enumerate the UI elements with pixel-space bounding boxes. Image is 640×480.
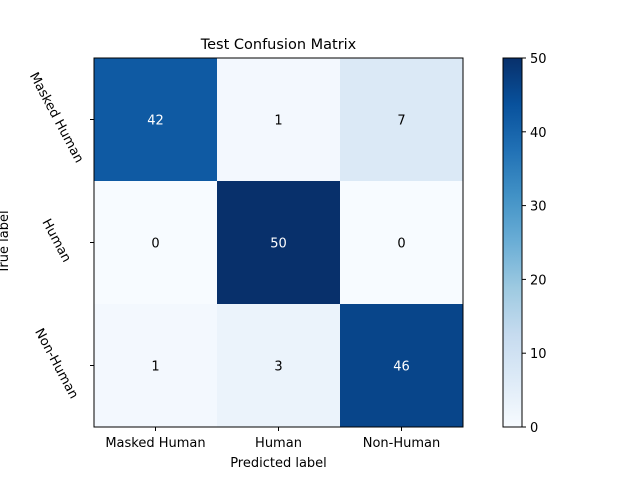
- y-tick-label: Masked Human: [26, 70, 86, 166]
- colorbar-tick-label: 50: [530, 52, 547, 67]
- colorbar-gradient: [502, 57, 523, 428]
- cell-value-label: 46: [393, 360, 410, 375]
- matrix-cell: [217, 181, 340, 304]
- matrix-cell: [340, 58, 463, 181]
- matrix-cell: [217, 304, 340, 427]
- cell-value-label: 1: [274, 114, 282, 129]
- chart-title: Test Confusion Matrix: [200, 37, 357, 53]
- y-axis-ticks: Masked Human Human Non-Human: [26, 70, 94, 402]
- cell-value-label: 0: [151, 237, 159, 252]
- matrix-cell: [340, 181, 463, 304]
- matrix-cells: 42 1 7 0 50 0 1 3 46: [93, 57, 464, 428]
- matrix-cell: [94, 181, 217, 304]
- matrix-cell: [217, 58, 340, 181]
- x-tick-label: Masked Human: [105, 436, 205, 451]
- cell-value-label: 42: [147, 114, 164, 129]
- x-axis-label: Predicted label: [230, 456, 327, 471]
- x-axis-ticks: Masked Human Human Non-Human: [105, 427, 440, 451]
- colorbar-tick-label: 20: [530, 273, 547, 288]
- cell-value-label: 50: [270, 237, 287, 252]
- cell-value-label: 7: [397, 114, 405, 129]
- y-axis-label: True label: [0, 210, 12, 274]
- cell-value-label: 0: [397, 237, 405, 252]
- colorbar-tick-label: 30: [530, 200, 547, 215]
- colorbar-tick-label: 40: [530, 126, 547, 141]
- colorbar: 0 10 20 30 40 50: [502, 52, 547, 436]
- matrix-cell: [94, 304, 217, 427]
- colorbar-tick-label: 10: [530, 347, 547, 362]
- cell-value-label: 1: [151, 360, 159, 375]
- y-tick-label: Non-Human: [31, 326, 81, 401]
- matrix-cell: [340, 304, 463, 427]
- cell-value-label: 3: [274, 360, 282, 375]
- y-tick-label: Human: [38, 217, 73, 265]
- matrix-cell: [94, 58, 217, 181]
- colorbar-tick-label: 0: [530, 421, 538, 436]
- x-tick-label: Human: [255, 436, 302, 451]
- x-tick-label: Non-Human: [363, 436, 441, 451]
